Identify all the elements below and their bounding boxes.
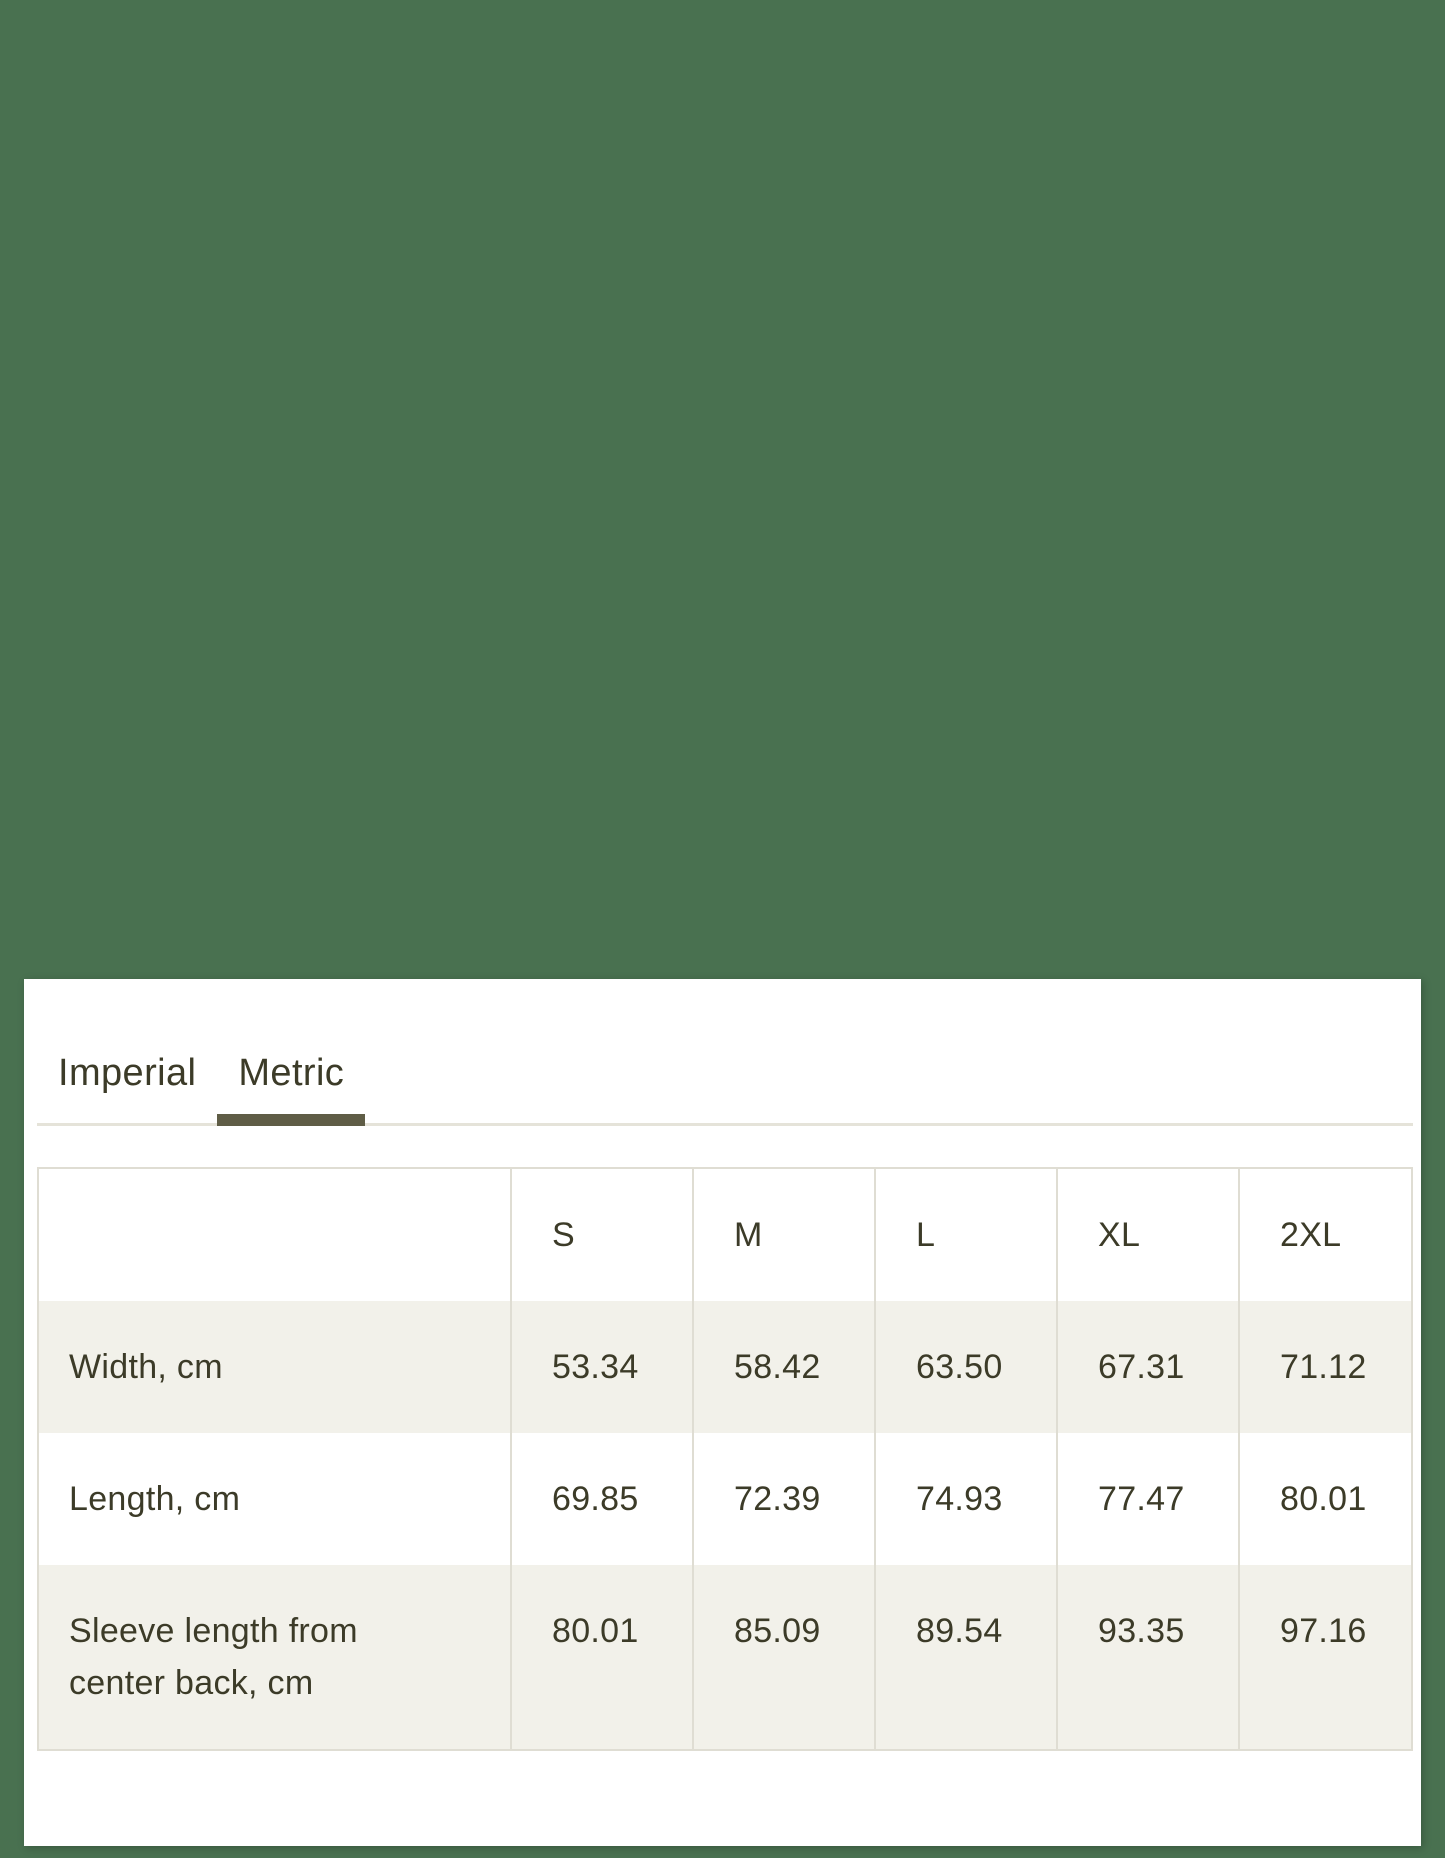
size-chart-header-row: S M L XL 2XL <box>38 1168 1412 1301</box>
row-label-width: Width, cm <box>38 1301 511 1433</box>
tab-metric[interactable]: Metric <box>217 1049 366 1126</box>
table-row-sleeve-length: Sleeve length from center back, cm 80.01… <box>38 1565 1412 1750</box>
cell-sleeve-m: 85.09 <box>692 1565 875 1750</box>
cell-sleeve-l: 89.54 <box>874 1565 1057 1750</box>
cell-length-s: 69.85 <box>510 1433 693 1565</box>
unit-tabs: Imperial Metric <box>37 1049 1413 1126</box>
size-chart-corner-cell <box>38 1168 511 1301</box>
cell-length-xl: 77.47 <box>1056 1433 1239 1565</box>
cell-width-m: 58.42 <box>692 1301 875 1433</box>
table-row-length: Length, cm 69.85 72.39 74.93 77.47 80.01 <box>38 1433 1412 1565</box>
tab-imperial[interactable]: Imperial <box>37 1049 217 1126</box>
row-label-sleeve-length: Sleeve length from center back, cm <box>38 1565 511 1750</box>
column-header-l: L <box>874 1168 1057 1301</box>
cell-sleeve-s: 80.01 <box>510 1565 693 1750</box>
cell-sleeve-xl: 93.35 <box>1056 1565 1239 1750</box>
cell-sleeve-2xl: 97.16 <box>1238 1565 1412 1750</box>
row-label-length: Length, cm <box>69 1480 241 1518</box>
cell-width-l: 63.50 <box>874 1301 1057 1433</box>
cell-length-l: 74.93 <box>874 1433 1057 1565</box>
cell-length-2xl: 80.01 <box>1238 1433 1412 1565</box>
cell-width-2xl: 71.12 <box>1238 1301 1412 1433</box>
column-header-s: S <box>510 1168 693 1301</box>
size-guide-modal: Imperial Metric S M L XL 2XL Width, cm <box>24 979 1421 1846</box>
cell-length-m: 72.39 <box>692 1433 875 1565</box>
cell-width-s: 53.34 <box>510 1301 693 1433</box>
column-header-2xl: 2XL <box>1238 1168 1412 1301</box>
column-header-m: M <box>692 1168 875 1301</box>
cell-width-xl: 67.31 <box>1056 1301 1239 1433</box>
column-header-xl: XL <box>1056 1168 1239 1301</box>
size-chart-table: S M L XL 2XL Width, cm 53.34 58.42 63.50… <box>37 1167 1413 1751</box>
table-row-width: Width, cm 53.34 58.42 63.50 67.31 71.12 <box>38 1301 1412 1433</box>
